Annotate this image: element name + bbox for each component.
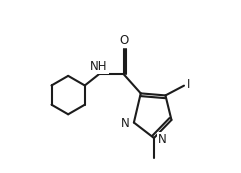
Text: O: O (119, 34, 128, 47)
Text: NH: NH (90, 60, 108, 73)
Text: I: I (187, 78, 190, 91)
Text: N: N (121, 117, 130, 130)
Text: N: N (158, 133, 167, 146)
